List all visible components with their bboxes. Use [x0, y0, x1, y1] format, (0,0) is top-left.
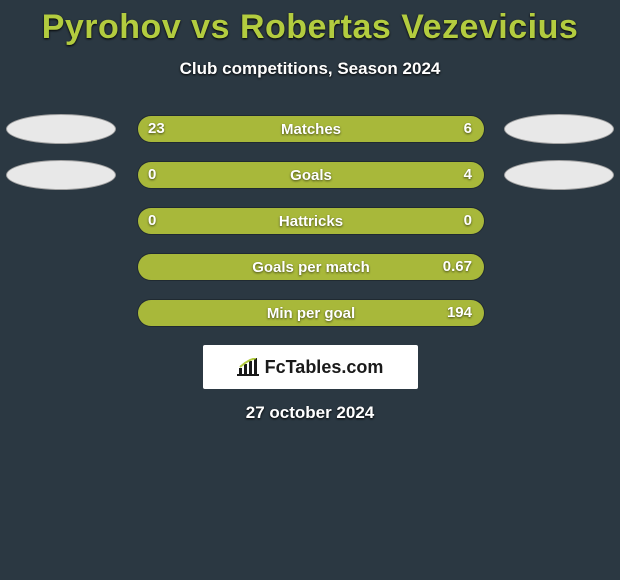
stat-bar-track: Goals [137, 161, 485, 189]
country-flag-right [504, 114, 614, 144]
stat-bar-left-fill [138, 162, 173, 188]
stat-bar-track: Hattricks [137, 207, 485, 235]
stat-row: Matches236 [0, 115, 620, 141]
country-flag-left [6, 114, 116, 144]
stat-bar-left-fill [138, 116, 401, 142]
page-title: Pyrohov vs Robertas Vezevicius [0, 0, 620, 47]
stat-bar-track: Matches [137, 115, 485, 143]
page-subtitle: Club competitions, Season 2024 [0, 59, 620, 79]
stat-bar-right-fill [173, 162, 484, 188]
stat-row: Goals per match0.67 [0, 253, 620, 279]
stat-bar-right-fill [138, 300, 484, 326]
stat-bar-track: Min per goal [137, 299, 485, 327]
stat-row: Min per goal194 [0, 299, 620, 325]
stat-bar-right-fill [138, 254, 484, 280]
source-badge[interactable]: FcTables.com [203, 345, 418, 389]
stat-bar-left-fill [138, 208, 484, 234]
country-flag-right [504, 160, 614, 190]
chart-icon [237, 358, 259, 376]
stat-row: Goals04 [0, 161, 620, 187]
stat-rows: Matches236 Goals04 Hattricks00 Goals per ma… [0, 115, 620, 325]
footer-date: 27 october 2024 [0, 403, 620, 423]
stat-row: Hattricks00 [0, 207, 620, 233]
stat-bar-right-fill [401, 116, 484, 142]
comparison-card: Pyrohov vs Robertas Vezevicius Club comp… [0, 0, 620, 580]
country-flag-left [6, 160, 116, 190]
stat-bar-track: Goals per match [137, 253, 485, 281]
source-badge-text: FcTables.com [265, 357, 384, 378]
